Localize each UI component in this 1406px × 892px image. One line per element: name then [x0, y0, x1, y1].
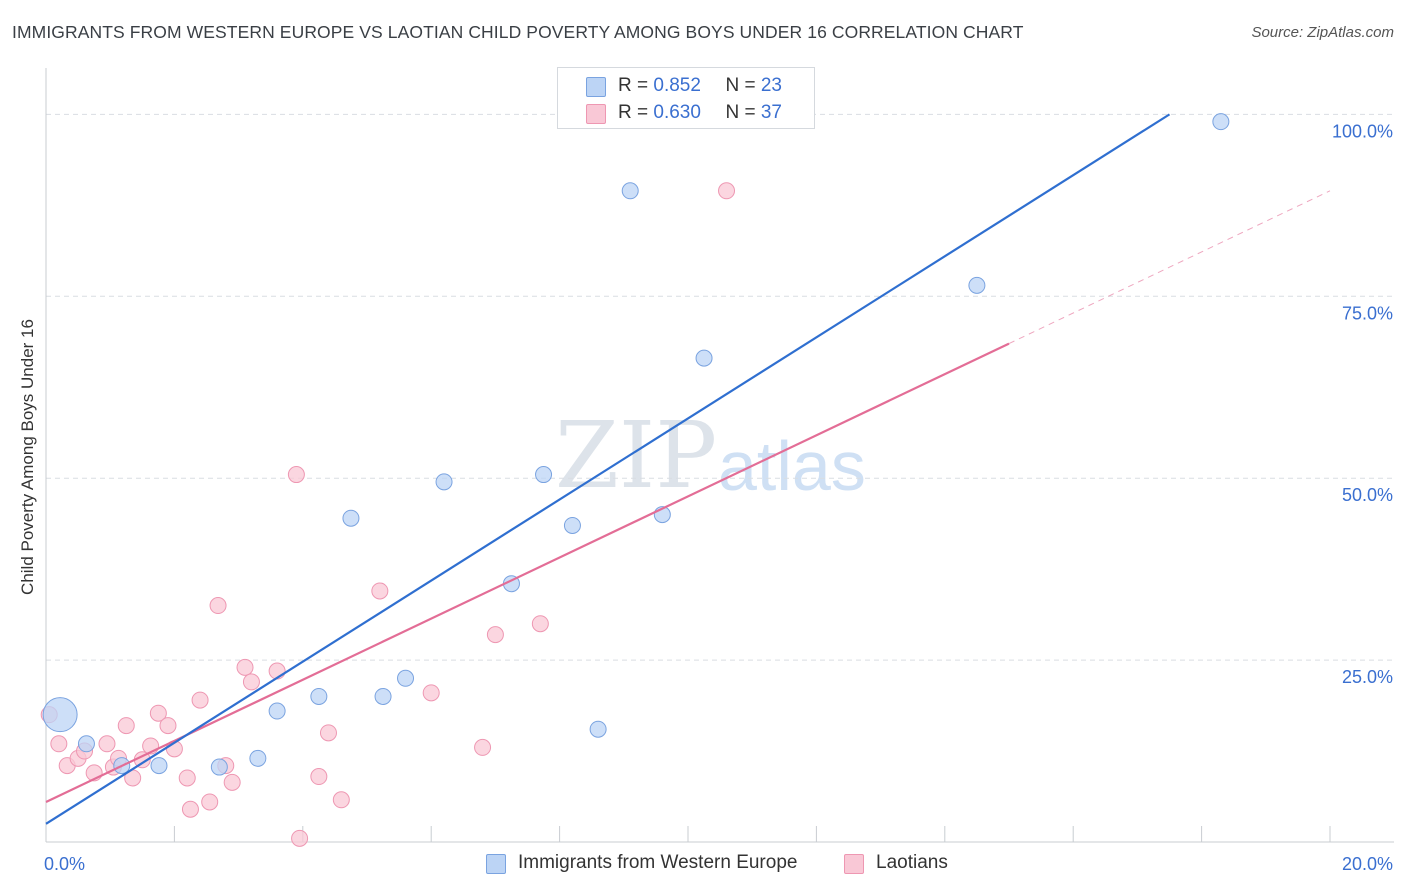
western-europe-point [695, 349, 713, 367]
laotians-point [287, 466, 305, 484]
western-europe-point [435, 473, 453, 491]
laotians-point [291, 829, 309, 847]
legend-label: Immigrants from Western Europe [518, 852, 798, 873]
trend-lines [45, 113, 1331, 825]
n-value: 23 [760, 75, 782, 96]
r-value: 0.852 [653, 75, 701, 96]
x-tick-label: 0.0% [44, 854, 85, 874]
western-europe-point [342, 509, 360, 527]
series-legend: Immigrants from Western Europe Laotians [0, 852, 1406, 878]
y-tick-label: 50.0% [1342, 485, 1393, 505]
legend-swatch-pink [586, 104, 606, 124]
western-europe-point [42, 697, 78, 733]
gridlines [46, 113, 1394, 661]
laotians-point [191, 691, 209, 709]
laotians-point [178, 769, 196, 787]
legend-swatch-pink [844, 854, 864, 874]
watermark: ZIP atlas [555, 402, 866, 509]
y-tick-label: 25.0% [1342, 667, 1393, 687]
western-europe-point [268, 702, 286, 720]
laotians-point [422, 684, 440, 702]
tick-labels: 25.0% 50.0% 75.0% 100.0% 0.0% 20.0% [44, 121, 1393, 874]
laotians-point [474, 738, 492, 756]
axes [45, 68, 1394, 843]
y-tick-label: 100.0% [1332, 121, 1393, 141]
laotians-point [531, 615, 549, 633]
chart-title: IMMIGRANTS FROM WESTERN EUROPE VS LAOTIA… [12, 22, 1024, 42]
western-europe-point [968, 276, 986, 294]
western-europe-point [1212, 113, 1230, 131]
legend-label: Laotians [876, 852, 948, 873]
laotians-point [486, 626, 504, 644]
western-europe-point [310, 687, 328, 705]
western-europe-trend-line [45, 113, 1171, 825]
laotians-point [223, 773, 241, 791]
laotians-point [371, 582, 389, 600]
laotians-trend-line [45, 342, 1010, 803]
laotians-point [319, 724, 337, 742]
western-europe-point [563, 516, 581, 534]
n-label: N = [725, 75, 761, 96]
r-label: R = [618, 102, 654, 123]
western-europe-point [589, 720, 607, 738]
laotians-point [159, 717, 177, 735]
laotians-point [332, 791, 350, 809]
laotians-point [181, 800, 199, 818]
correlation-legend: R = 0.852 N = 23 R = 0.630 N = 37 [557, 67, 815, 129]
laotians-point [718, 182, 736, 200]
laotians-trend-extension [1008, 190, 1331, 345]
source-credit: Source: ZipAtlas.com [1251, 24, 1394, 41]
y-axis-label: Child Poverty Among Boys Under 16 [18, 319, 37, 595]
laotians-point [209, 597, 227, 615]
laotians-point [242, 673, 260, 691]
western-europe-point [374, 687, 392, 705]
western-europe-point [535, 466, 553, 484]
n-value: 37 [760, 102, 782, 123]
laotians-points [40, 182, 736, 847]
western-europe-point [210, 758, 228, 776]
n-label: N = [725, 102, 761, 123]
laotians-point [50, 735, 68, 753]
legend-swatch-blue [486, 854, 506, 874]
laotians-point [117, 717, 135, 735]
r-value: 0.630 [653, 102, 701, 123]
laotians-point [149, 704, 167, 722]
watermark-atlas: atlas [718, 427, 866, 505]
laotians-point [236, 658, 254, 676]
western-europe-point [249, 749, 267, 767]
western-europe-point [150, 757, 168, 775]
laotians-point [201, 793, 219, 811]
watermark-zip: ZIP [555, 402, 717, 509]
r-label: R = [618, 75, 654, 96]
western-europe-point [621, 182, 639, 200]
laotians-point [98, 735, 116, 753]
western-europe-point [77, 735, 95, 753]
laotians-point [310, 768, 328, 786]
y-tick-label: 75.0% [1342, 303, 1393, 323]
x-tick-label: 20.0% [1342, 854, 1393, 874]
western-europe-point [397, 669, 415, 687]
legend-swatch-blue [586, 77, 606, 97]
